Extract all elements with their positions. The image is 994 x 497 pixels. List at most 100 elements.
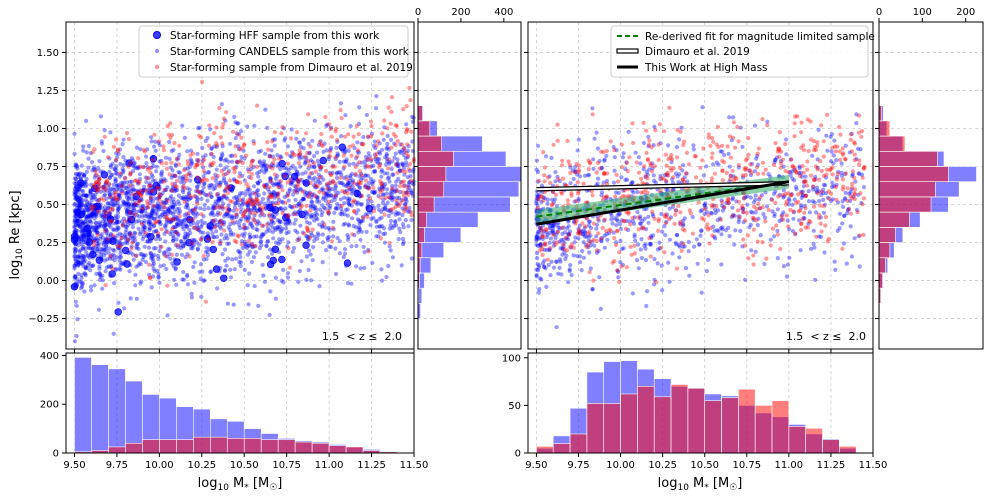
LM-point-s2	[104, 179, 109, 184]
LM-point-s1	[301, 146, 306, 151]
LM-point-s1	[385, 141, 390, 146]
LM-point-s1	[157, 280, 162, 285]
LM-point-s1	[214, 175, 219, 180]
RM-point-s0	[758, 233, 763, 238]
LM-point-s1	[77, 206, 82, 211]
LM-point-s1	[378, 224, 383, 229]
LM-point-s1	[115, 227, 120, 232]
LM-point-s2	[339, 116, 344, 121]
RM-point-s1	[560, 158, 565, 163]
LM-point-s1	[156, 183, 161, 188]
LM-point-s1	[376, 234, 381, 239]
LM-point-s2	[272, 203, 277, 208]
LM-point-s1	[251, 164, 256, 170]
LM-point-s1	[145, 191, 150, 196]
LM-point-s1	[202, 202, 207, 208]
LM-point-s2	[130, 240, 135, 245]
LB-bar-s1	[209, 436, 228, 454]
RM-point-s0	[753, 193, 758, 198]
LM-point-s1	[175, 221, 180, 226]
LM-point-s1	[105, 240, 110, 246]
RM-point-s1	[595, 160, 601, 166]
LM-point-s1	[149, 256, 154, 261]
LM-point-s1	[302, 161, 307, 166]
RM-point-s1	[852, 141, 858, 146]
LM-point-s1	[340, 209, 345, 215]
RM-point-s1	[667, 105, 672, 110]
RM-point-s0	[548, 236, 554, 241]
LM-point-s2	[378, 195, 383, 200]
LM-point-s1	[235, 200, 240, 205]
LM-point-s0	[220, 274, 228, 282]
LM-point-s1	[359, 229, 364, 234]
RM-point-s1	[648, 254, 653, 259]
LM-point-s0	[271, 245, 280, 254]
LM-point-s2	[252, 191, 257, 196]
LM-point-s1	[171, 225, 176, 230]
LM-point-s1	[321, 177, 326, 182]
LM-point-s0	[85, 238, 94, 246]
LM-point-s1	[139, 279, 144, 284]
LM-point-s2	[296, 161, 302, 166]
LM-point-s1	[145, 212, 150, 217]
LM-point-s1	[312, 154, 317, 159]
LM-point-s1	[79, 272, 84, 278]
LM-point-s1	[275, 191, 280, 196]
RM-point-s0	[803, 174, 808, 179]
LM-point-s1	[153, 246, 158, 251]
RM-point-s0	[839, 161, 844, 166]
LM-point-s1	[251, 184, 257, 189]
LM-point-s1	[366, 173, 371, 178]
LM-point-s2	[346, 185, 352, 191]
LM-point-s1	[287, 221, 292, 226]
LM-point-s1	[262, 213, 267, 218]
LM-point-s1	[317, 199, 322, 204]
LM-point-s1	[150, 160, 155, 165]
LM-point-s1	[114, 183, 119, 189]
LM-point-s1	[84, 250, 89, 255]
LM-point-s2	[131, 192, 136, 197]
LM-point-s1	[137, 232, 143, 237]
LM-point-s1	[302, 189, 307, 194]
LM-point-s1	[180, 188, 185, 193]
RM-point-s1	[761, 171, 766, 176]
LM-point-s1	[383, 155, 388, 160]
LM-point-s1	[306, 248, 312, 253]
RM-point-s1	[586, 231, 591, 236]
RM-point-s0	[618, 260, 623, 265]
RM-point-s1	[624, 265, 629, 270]
LM-point-s1	[202, 181, 207, 187]
RM-point-s1	[706, 135, 711, 140]
LM-point-s2	[235, 160, 240, 165]
LM-point-s1	[180, 177, 185, 182]
LM-point-s1	[156, 207, 161, 212]
RM-point-s0	[571, 176, 576, 182]
LM-point-s1	[324, 148, 329, 153]
RM-point-s0	[844, 261, 849, 266]
LM-point-s1	[270, 154, 275, 159]
RM-point-s1	[711, 139, 716, 144]
RM-point-s0	[772, 234, 777, 239]
RM-point-s1	[852, 152, 857, 157]
LM-point-s2	[308, 208, 313, 213]
RM-point-s0	[674, 233, 680, 238]
LM-point-s1	[175, 157, 180, 162]
LM-point-s1	[381, 184, 387, 189]
LM-point-s1	[132, 235, 137, 240]
LM-point-s1	[229, 186, 234, 191]
LM-point-s1	[121, 168, 126, 173]
LM-point-s1	[384, 162, 389, 167]
LM-point-s1	[98, 233, 103, 239]
LM-point-s1	[85, 220, 90, 225]
RM-point-s0	[640, 219, 645, 224]
LM-point-s1	[198, 190, 203, 195]
RM-point-s0	[790, 202, 795, 207]
LM-point-s1	[155, 214, 160, 219]
LM-point-s1	[333, 156, 338, 162]
RM-point-s1	[663, 152, 669, 157]
LM-point-s1	[154, 164, 159, 169]
LM-point-s2	[312, 161, 317, 166]
LM-point-s2	[353, 171, 358, 177]
LM-point-s1	[260, 262, 265, 267]
LM-point-s1	[395, 157, 400, 162]
